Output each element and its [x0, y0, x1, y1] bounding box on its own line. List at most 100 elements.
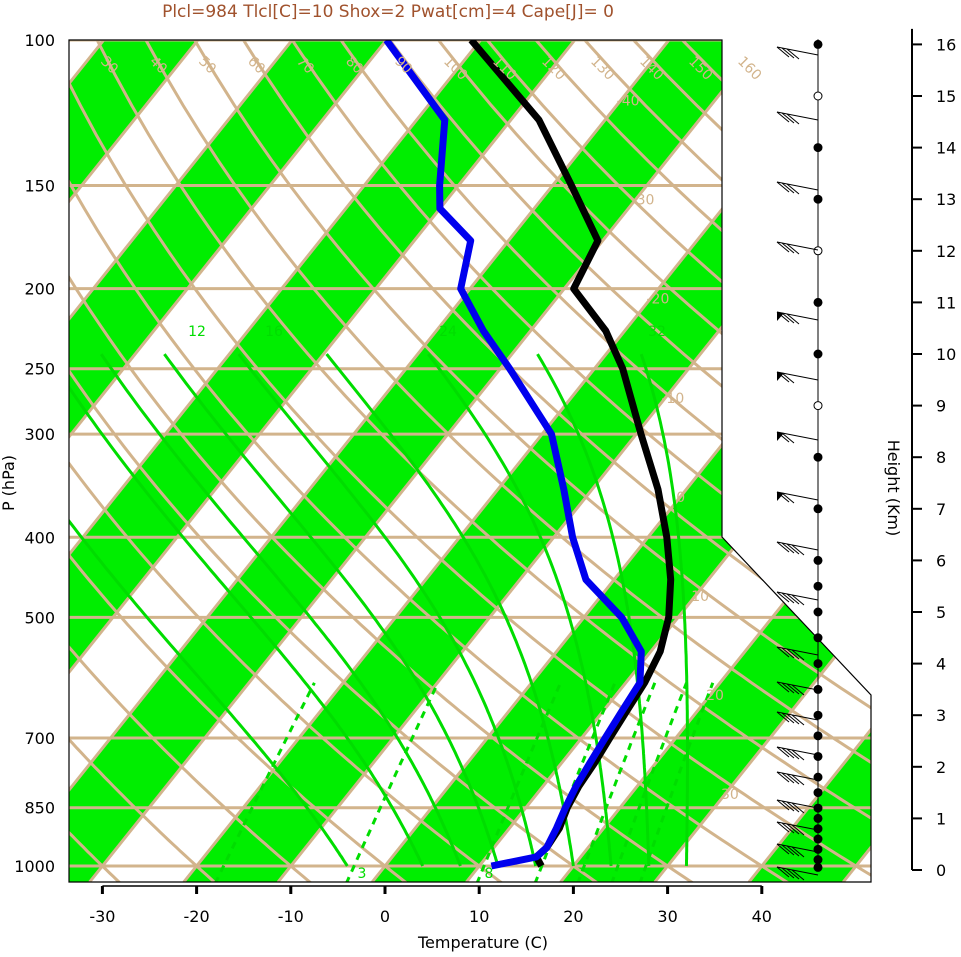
isotherm-line	[559, 40, 871, 882]
moist-adiabat	[237, 353, 538, 867]
wind-pennant	[777, 372, 784, 381]
height-tick-label: 7	[936, 500, 946, 519]
isotherm-label: 0	[676, 490, 685, 506]
wind-level-marker	[813, 452, 823, 462]
wind-pennant	[777, 312, 784, 321]
height-tick-label: 0	[936, 861, 946, 880]
wind-level-marker	[813, 710, 823, 720]
wind-level-marker	[813, 401, 823, 411]
height-tick-label: 2	[936, 758, 946, 777]
y-tick-label: 250	[24, 360, 55, 379]
wind-level-marker	[813, 803, 823, 813]
isotherm-label: 30	[721, 787, 739, 803]
height-tick-label: 9	[936, 397, 946, 416]
wind-barb	[776, 681, 819, 696]
dewpoint-profile	[383, 40, 645, 870]
height-tick-label: 13	[936, 190, 956, 209]
wind-barb	[776, 46, 819, 60]
y-axis-title: P (hPa)	[0, 455, 18, 511]
moist-adiabat	[99, 353, 462, 867]
wind-level-marker	[813, 143, 823, 153]
mixing-ratio-line	[344, 682, 440, 882]
moist-adiabat	[69, 353, 425, 867]
height-tick-label: 3	[936, 706, 946, 725]
wind-barb	[776, 431, 819, 444]
wind-level-marker	[813, 349, 823, 359]
wind-level-marker	[813, 39, 823, 49]
wind-level-marker	[813, 813, 823, 823]
wind-profile	[776, 39, 823, 881]
isotherm-band	[69, 40, 575, 882]
mixing-ratio-label: 32	[648, 324, 666, 340]
x-tick-label: -20	[184, 907, 210, 926]
moist-adiabat	[69, 353, 349, 867]
height-tick-label: 4	[936, 655, 946, 674]
x-tick-label: -10	[278, 907, 304, 926]
isotherm-band	[560, 40, 871, 882]
dry-adiabat	[69, 40, 504, 882]
wind-level-marker	[813, 834, 823, 844]
wind-barb	[776, 541, 819, 556]
isotherm-line	[69, 40, 294, 882]
wind-pennant	[777, 432, 784, 441]
mixing-ratio-label: 8	[485, 866, 494, 882]
wind-barb	[776, 371, 819, 384]
dry-adiabat-label: 160	[734, 54, 764, 84]
x-tick-label: 30	[657, 907, 677, 926]
y-tick-label: 500	[24, 608, 55, 627]
wind-barb	[776, 866, 819, 881]
y-tick-label: 1000	[14, 857, 55, 876]
mixing-ratio-label: 12	[188, 324, 206, 340]
y-axis: 100 150 200 250 300 400 500 700 850 1000 P (hPa)	[0, 31, 55, 876]
mixing-ratio-line	[610, 682, 688, 882]
isotherm-line	[69, 40, 482, 882]
isotherm-label: 20	[706, 688, 724, 704]
wind-level-marker	[813, 194, 823, 204]
height-tick-label: 8	[936, 448, 946, 467]
mixing-ratio-line	[576, 682, 657, 882]
mixing-ratio-label: 16	[265, 324, 283, 340]
height-axis-title: Height (Km)	[884, 440, 903, 537]
isotherm-line	[69, 40, 388, 882]
wind-barb	[776, 843, 819, 858]
x-tick-label: 40	[752, 907, 772, 926]
wind-barb	[776, 591, 819, 606]
moist-adiabat	[639, 353, 689, 867]
isotherm-label: -20	[646, 292, 669, 308]
wind-level-marker	[813, 855, 823, 865]
isotherm-line	[653, 40, 871, 882]
x-axis-title: Temperature (C)	[417, 933, 548, 952]
x-tick-label: 10	[469, 907, 489, 926]
wind-barb	[776, 711, 819, 726]
wind-level-marker	[813, 731, 823, 741]
wind-barb	[776, 311, 819, 325]
dry-adiabat	[290, 40, 871, 882]
dry-adiabat	[193, 40, 871, 882]
wind-level-marker	[813, 555, 823, 565]
dry-adiabat	[144, 40, 871, 882]
isotherm-line	[371, 40, 871, 882]
isotherm-label: -40	[617, 93, 640, 109]
height-tick-label: 1	[936, 809, 946, 828]
wind-level-marker	[813, 607, 823, 617]
x-tick-label: -30	[89, 907, 115, 926]
y-tick-label: 200	[24, 280, 55, 299]
y-tick-label: 300	[24, 425, 55, 444]
dry-adiabat	[69, 40, 600, 882]
dry-adiabat	[69, 40, 790, 882]
wind-level-marker	[813, 751, 823, 761]
y-tick-label: 150	[24, 176, 55, 195]
mixing-ratio-line	[638, 682, 715, 882]
wind-level-marker	[813, 246, 823, 256]
x-tick-label: 0	[380, 907, 390, 926]
mixing-ratio-line	[213, 682, 316, 882]
isotherm-line	[69, 40, 671, 882]
dry-adiabat	[69, 40, 218, 882]
dry-adiabat-label: 130	[587, 54, 617, 84]
isotherm-label: -30	[632, 193, 655, 209]
isotherm-label: 10	[691, 589, 709, 605]
x-tick-label: 20	[563, 907, 583, 926]
isotherm-line	[747, 40, 871, 882]
